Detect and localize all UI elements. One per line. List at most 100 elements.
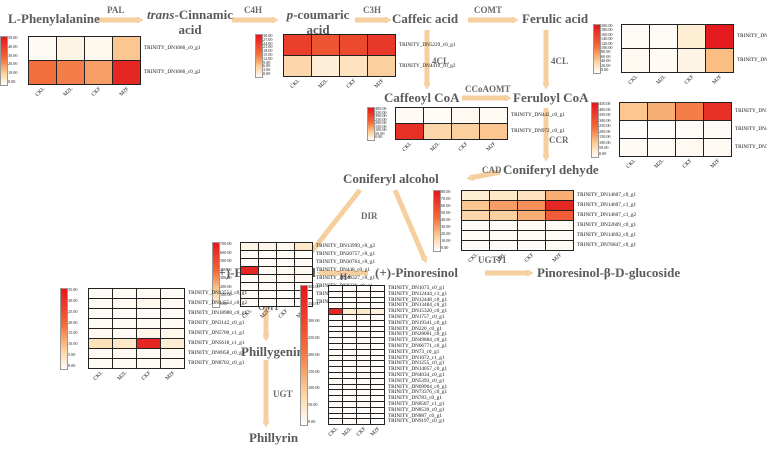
heatmap-cell xyxy=(371,396,384,401)
legend-tick-label: 15.00 xyxy=(263,52,273,57)
gene-label: TRINITY_DN19341_c0_g1 xyxy=(388,319,448,326)
heatmap-grid xyxy=(395,107,508,140)
enzyme-comt: COMT xyxy=(474,5,502,15)
legend-color-bar xyxy=(0,36,8,86)
heatmap-cell xyxy=(343,378,356,384)
heatmap-cell xyxy=(277,275,294,282)
heatmap-cell xyxy=(371,372,384,378)
heatmap-cell xyxy=(113,309,136,318)
enzyme-h-plus: H+ xyxy=(340,272,353,282)
heatmap-cell xyxy=(137,339,160,348)
enzyme-4cl-left: 4CL xyxy=(432,56,450,66)
gene-label: TRINITY_DN32609_c0_g1 xyxy=(577,222,637,228)
heatmap-cell xyxy=(329,349,342,355)
gene-label: TRINITY_DN5393_c0_g1 xyxy=(388,377,445,384)
heatmap-grid xyxy=(88,288,185,369)
heatmap-cell xyxy=(371,413,384,419)
enzyme-4cl-right: 4CL xyxy=(551,56,569,66)
heatmap-cell xyxy=(480,124,507,139)
legend-tick-label: 6.00 xyxy=(263,63,271,69)
heatmap-cell xyxy=(295,267,312,274)
legend-tick-label: 9.00 xyxy=(263,59,271,65)
legend-tick-label: 40.00 xyxy=(441,217,451,222)
heatmap-cell xyxy=(371,303,384,309)
heatmap-cell xyxy=(371,390,384,396)
gene-label: TRINITY_DN1686_c0_g2 xyxy=(144,69,201,75)
legend-tick-label: 180.00 xyxy=(601,27,613,33)
legend-tick-label: 12.00 xyxy=(263,55,273,61)
heatmap-cell xyxy=(371,401,384,407)
heatmap-cell xyxy=(518,191,545,200)
enzyme-cad: CAD xyxy=(482,165,502,175)
heatmap-cell xyxy=(161,289,184,298)
heatmap-cell xyxy=(89,309,112,318)
gene-label: TRINITY_DN220_c0_g1 xyxy=(388,325,442,332)
heatmap-cell xyxy=(241,283,258,290)
heatmap-cell xyxy=(622,25,649,48)
legend-tick-label: 600.00 xyxy=(220,249,232,255)
heatmap-cell xyxy=(137,289,160,298)
compound-l-phenylalanine: L-Phenylalanine xyxy=(8,11,100,26)
heatmap-cell xyxy=(357,343,370,349)
heatmap-cell xyxy=(343,291,356,297)
heatmap-cell xyxy=(241,291,258,298)
arrow-cad xyxy=(470,169,501,178)
gene-label: TRINITY_DN5637_c0_g1 xyxy=(737,33,767,39)
heatmap-cell xyxy=(161,349,184,358)
legend-tick-label: 700.00 xyxy=(220,241,232,246)
legend-tick-label: 150.00 xyxy=(375,123,387,129)
gene-label: TRINITY_DN13554_c0_g1 xyxy=(188,290,248,296)
heatmap-cell xyxy=(357,419,370,425)
heatmap-cell xyxy=(452,124,479,139)
heatmap-cell xyxy=(648,121,675,138)
heatmap-cell xyxy=(343,338,356,343)
heatmap-cell xyxy=(329,407,342,413)
heatmap-cell xyxy=(343,396,356,401)
enzyme-ccr: CCR xyxy=(549,135,569,145)
heatmap-cell xyxy=(343,332,356,338)
heatmap-cell xyxy=(371,349,384,355)
legend-tick-label: 0.00 xyxy=(220,301,228,306)
heatmap-cell xyxy=(343,286,356,291)
heatmap-cell xyxy=(85,37,112,60)
gene-label: TRINITY_DN5229_c0_g1 xyxy=(399,41,456,48)
heatmap-cell xyxy=(462,211,489,220)
legend-tick-label: 500.00 xyxy=(220,258,232,264)
heatmap-cell xyxy=(357,297,370,303)
gene-label: TRINITY_DN6207_c0_g1 xyxy=(737,57,767,63)
heatmap-cell xyxy=(480,108,507,123)
heatmap-cell xyxy=(396,124,423,139)
legend-tick-label: 21.00 xyxy=(263,44,273,50)
heatmap-cell xyxy=(462,231,489,240)
gene-label: TRINITY_DN69964_c0_g1 xyxy=(388,383,448,390)
legend-color-bar xyxy=(60,288,68,370)
legend-tick-label: 0.00 xyxy=(599,151,607,156)
legend-tick-label: 400.00 xyxy=(599,106,611,112)
heatmap-cell xyxy=(241,267,258,274)
heatmap-cell xyxy=(312,56,339,76)
heatmap-cell xyxy=(676,103,703,120)
gene-label: TRINITY_DN73376_c0_g1 xyxy=(388,389,448,396)
heatmap-cell xyxy=(371,367,384,372)
heatmap-cell xyxy=(357,384,370,390)
legend-tick-label: 100.00 xyxy=(308,385,320,391)
legend-tick-label: 27.00 xyxy=(263,36,273,42)
heatmap-cell xyxy=(546,201,573,210)
heatmap-cell xyxy=(329,361,342,367)
heatmap-cell xyxy=(85,61,112,84)
heatmap-cell xyxy=(284,56,311,76)
compound-caffeic-acid: Caffeic acid xyxy=(392,11,459,26)
gene-label: TRINITY_DN448_c0_g1 xyxy=(316,267,370,273)
legend-tick-label: 350.00 xyxy=(308,300,320,306)
heatmap-cell xyxy=(357,401,370,407)
heatmap-cell xyxy=(259,251,276,258)
heatmap-cell xyxy=(329,396,342,401)
gene-label: TRINITY_DN18988_c0_g1 xyxy=(188,310,248,316)
legend-tick-label: 350.00 xyxy=(599,112,611,118)
heatmap-cell xyxy=(277,251,294,258)
legend-tick-label: 50.00 xyxy=(308,402,318,408)
heatmap-grid xyxy=(619,102,732,157)
heatmap-cell xyxy=(329,332,342,338)
heatmap-cell xyxy=(277,291,294,298)
heatmap-cell xyxy=(676,121,703,138)
